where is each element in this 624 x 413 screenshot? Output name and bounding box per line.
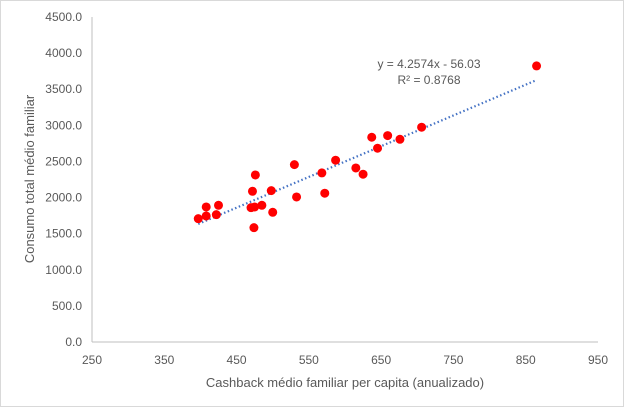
x-tick-label: 550 [299,353,319,367]
y-axis-title: Consumo total médio familiar [22,94,37,263]
x-axis-title: Cashback médio familiar per capita (anua… [206,375,484,390]
x-tick-label: 450 [227,353,247,367]
x-tick-label: 250 [82,353,102,367]
data-point [367,132,377,142]
data-point [201,202,211,212]
data-point [292,192,302,202]
data-points [193,61,542,233]
y-tick-label: 0.0 [65,335,82,349]
trendline-r2: R² = 0.8768 [397,73,460,87]
data-point [317,168,327,178]
y-tick-label: 4500.0 [45,10,82,24]
data-point [320,188,330,198]
y-tick-label: 2500.0 [45,154,82,168]
data-point [250,170,260,180]
y-tick-label: 1500.0 [45,227,82,241]
x-axis-ticks: 250 350 450 550 650 750 850 950 [82,353,608,367]
data-point [247,186,257,196]
data-point [193,214,203,224]
data-point [358,169,368,179]
data-point [395,134,405,144]
trendline [197,79,537,225]
data-point [268,207,278,217]
data-point [289,160,299,170]
y-tick-label: 3000.0 [45,118,82,132]
y-tick-label: 4000.0 [45,46,82,60]
x-tick-label: 650 [371,353,391,367]
x-tick-label: 950 [588,353,608,367]
y-tick-label: 1000.0 [45,263,82,277]
x-tick-label: 850 [516,353,536,367]
data-point [331,155,341,165]
data-point [250,202,260,212]
x-tick-label: 350 [154,353,174,367]
y-tick-label: 3500.0 [45,82,82,96]
data-point [211,210,221,220]
data-point [249,223,259,233]
x-tick-label: 750 [443,353,463,367]
data-point [351,163,361,173]
data-point [373,143,383,153]
data-point [417,122,427,132]
data-point [201,211,211,221]
trendline-equation: y = 4.2574x - 56.03 [377,57,480,71]
y-tick-label: 500.0 [52,299,82,313]
data-point [214,200,223,210]
y-axis-ticks: 0.0 500.0 1000.0 1500.0 2000.0 2500.0 3000.0 35… [45,10,82,349]
data-point [383,131,393,141]
data-point [266,186,276,196]
data-point [257,200,267,210]
data-point [532,61,542,71]
y-tick-label: 2000.0 [45,191,82,205]
